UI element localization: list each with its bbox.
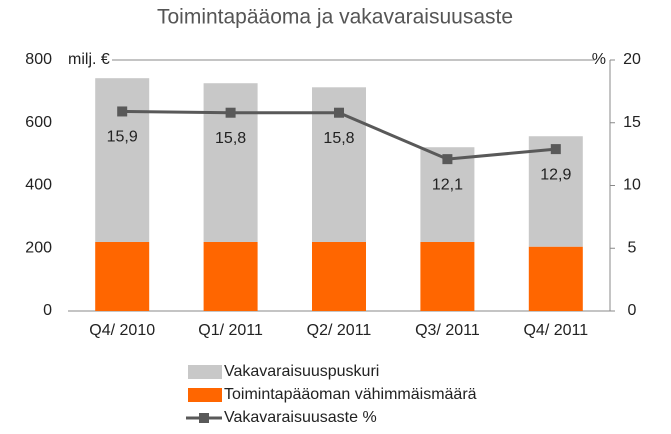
y2-tick-label: 5 bbox=[628, 239, 637, 256]
bar bbox=[203, 83, 258, 242]
x-tick-label: Q4/ 2010 bbox=[89, 322, 155, 339]
line-marker bbox=[550, 144, 561, 155]
x-tick-label: Q3/ 2011 bbox=[415, 322, 480, 339]
y-tick-label: 400 bbox=[25, 177, 52, 194]
legend-swatch bbox=[188, 388, 222, 402]
y-tick-label: 600 bbox=[25, 114, 52, 131]
bar bbox=[312, 241, 366, 311]
legend-marker bbox=[199, 413, 209, 423]
y-tick-label: 800 bbox=[25, 51, 52, 68]
data-label: 12,1 bbox=[432, 176, 463, 193]
bar bbox=[203, 241, 258, 311]
bar bbox=[528, 136, 583, 247]
data-label: 15,8 bbox=[215, 130, 246, 147]
y-tick-label: 200 bbox=[25, 239, 52, 256]
y2-tick-label: 10 bbox=[623, 177, 641, 194]
legend-label: Vakavaraisuuspuskuri bbox=[224, 363, 379, 380]
legend-label: Vakavaraisuusaste % bbox=[224, 409, 377, 426]
x-tick-label: Q4/ 2011 bbox=[523, 322, 588, 339]
bar bbox=[95, 78, 150, 242]
y2-tick-label: 15 bbox=[623, 114, 641, 131]
y-axis-label: milj. € bbox=[68, 51, 110, 68]
y2-axis-label: % bbox=[592, 51, 606, 68]
y2-tick-label: 0 bbox=[628, 302, 637, 319]
legend-label: Toimintapääoman vähimmäismäärä bbox=[224, 386, 477, 403]
line-marker bbox=[334, 107, 344, 118]
y2-tick-label: 20 bbox=[623, 51, 641, 68]
x-tick-label: Q2/ 2011 bbox=[307, 322, 372, 339]
y-tick-label: 0 bbox=[43, 302, 52, 319]
line-marker bbox=[442, 154, 453, 165]
chart-title: Toimintapääoma ja vakavaraisuusaste bbox=[157, 6, 513, 29]
bar bbox=[95, 241, 150, 311]
line-marker bbox=[117, 106, 128, 117]
data-label: 15,9 bbox=[107, 129, 138, 146]
legend-swatch bbox=[188, 365, 222, 379]
bar bbox=[420, 241, 475, 311]
x-tick-label: Q1/ 2011 bbox=[198, 322, 263, 339]
data-label: 15,8 bbox=[323, 130, 354, 147]
line-marker bbox=[225, 107, 236, 118]
data-label: 12,9 bbox=[540, 166, 571, 183]
bar bbox=[528, 246, 583, 311]
